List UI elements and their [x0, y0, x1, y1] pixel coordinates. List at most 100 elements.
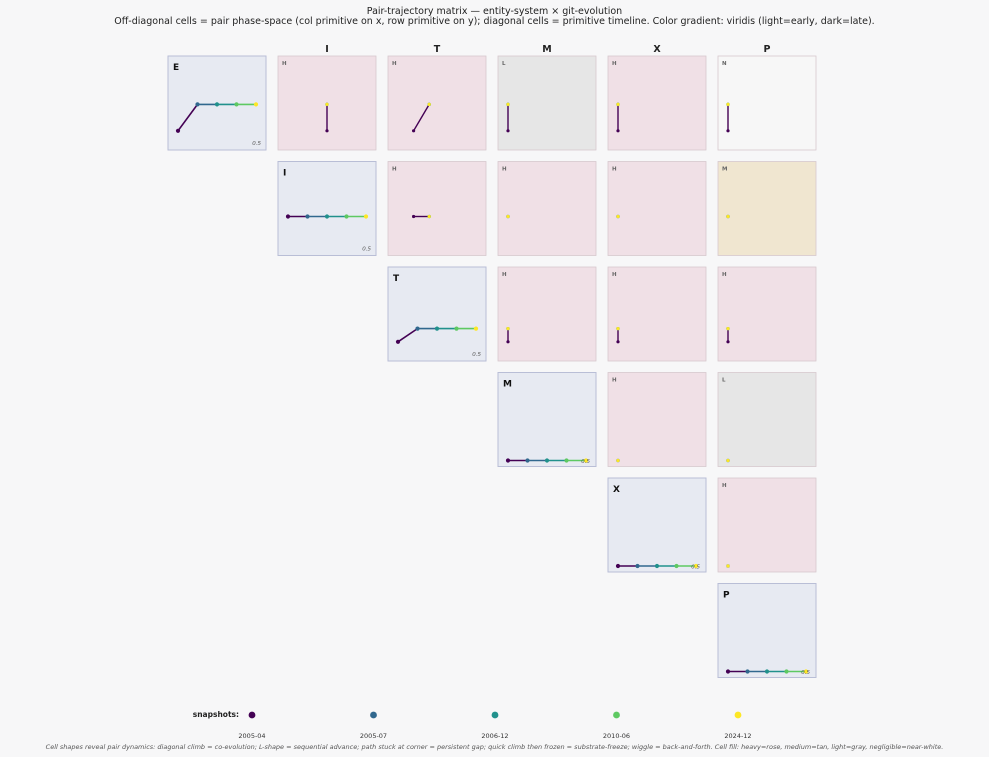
pair-weight-label: M — [722, 167, 727, 173]
diagonal-tick-label: 0.5 — [581, 459, 590, 465]
pair-cell-T-X[interactable] — [607, 266, 707, 362]
timeline-point-X — [674, 563, 679, 569]
diagonal-cell-M[interactable] — [497, 372, 597, 467]
pair-cell-I-X[interactable] — [607, 161, 707, 256]
legend-marker-2005-07 — [370, 711, 377, 719]
timeline-point-X — [654, 563, 660, 569]
pair-weight-label: H — [502, 272, 507, 278]
pair-trajectory-point — [412, 214, 416, 219]
legend-marker-2010-06 — [613, 711, 620, 719]
diagonal-label-I: I — [283, 169, 286, 179]
pair-trajectory-point — [616, 340, 620, 344]
diagonal-cell-I[interactable] — [277, 161, 377, 256]
diagonal-tick-label: 0.5 — [472, 352, 481, 358]
diagonal-label-M: M — [503, 380, 512, 390]
pair-trajectory-point — [726, 129, 730, 133]
pair-weight-label: H — [612, 272, 617, 278]
pair-cell-T-M[interactable] — [497, 266, 597, 362]
timeline-segment-T — [397, 327, 418, 343]
legend-marker-2006-12 — [491, 711, 499, 719]
timeline-point-I — [285, 214, 291, 219]
pair-weight-label: H — [722, 483, 727, 489]
pair-weight-label: H — [392, 61, 397, 67]
pair-weight-label: H — [722, 272, 727, 278]
timeline-point-I — [324, 214, 330, 219]
legend-snapshot-label: 2010-06 — [603, 732, 630, 740]
diagonal-cell-T[interactable] — [387, 266, 487, 362]
column-header-T: T — [434, 44, 441, 55]
timeline-point-P — [803, 669, 809, 674]
pair-trajectory-point — [616, 327, 620, 331]
pair-trajectory-point — [616, 458, 620, 463]
pair-cell-E-X[interactable] — [607, 55, 707, 151]
pair-weight-label: H — [612, 61, 617, 67]
timeline-point-M — [583, 458, 589, 463]
pair-weight-label: H — [282, 61, 287, 67]
pair-trajectory-point — [726, 458, 730, 463]
timeline-point-I — [363, 214, 369, 219]
timeline-point-I — [305, 214, 310, 219]
pair-cell-M-P[interactable] — [717, 372, 817, 467]
timeline-point-E — [253, 102, 259, 107]
legend-snapshot-label: 2006-12 — [481, 732, 508, 740]
column-header-X: X — [653, 44, 661, 55]
pair-cell-M-X[interactable] — [607, 372, 707, 467]
pair-trajectory-point — [726, 340, 730, 344]
diagonal-cell-X[interactable] — [607, 477, 707, 573]
timeline-point-E — [214, 102, 220, 107]
diagonal-tick-label: 0.5 — [252, 141, 261, 147]
diagonal-tick-label: 0.5 — [691, 565, 700, 571]
diagonal-label-T: T — [393, 274, 400, 284]
column-header-M: M — [542, 44, 551, 55]
chart-title: Pair-trajectory matrix — entity-system ×… — [366, 6, 623, 17]
timeline-point-I — [344, 214, 349, 219]
pair-weight-label: H — [612, 378, 617, 384]
legend-snapshot-label: 2024-12 — [724, 732, 751, 740]
timeline-point-P — [784, 669, 789, 674]
pair-trajectory-point — [726, 102, 730, 106]
timeline-point-E — [195, 102, 200, 107]
timeline-point-P — [764, 669, 770, 674]
pair-cell-E-P[interactable] — [717, 55, 817, 151]
pair-cell-I-P[interactable] — [717, 161, 817, 256]
pair-trajectory-point — [616, 102, 620, 106]
chart-subtitle: Off-diagonal cells = pair phase-space (c… — [114, 16, 875, 27]
timeline-point-E — [234, 102, 239, 107]
pair-trajectory-point — [427, 214, 431, 219]
diagonal-label-X: X — [613, 485, 620, 495]
pair-trajectory-point — [616, 129, 620, 133]
pair-trajectory-point — [412, 129, 416, 133]
timeline-segment-E — [177, 103, 199, 132]
pair-trajectory-point — [325, 129, 329, 133]
diagonal-cell-P[interactable] — [717, 583, 817, 678]
footnote: Cell shapes reveal pair dynamics: diagon… — [45, 743, 944, 751]
diagonal-tick-label: 0.5 — [801, 670, 810, 676]
pair-cell-I-M[interactable] — [497, 161, 597, 256]
pair-trajectory-point — [616, 214, 620, 219]
legend-marker-2005-04 — [248, 711, 256, 719]
timeline-point-M — [505, 458, 511, 463]
legend-label: snapshots: — [193, 710, 239, 719]
diagonal-label-P: P — [723, 591, 730, 601]
pair-trajectory-point — [726, 564, 730, 568]
pair-weight-label: H — [502, 167, 507, 173]
pair-trajectory-point — [726, 327, 730, 331]
pair-weight-label: L — [722, 378, 726, 384]
timeline-point-X — [693, 563, 699, 569]
pair-cell-X-P[interactable] — [717, 477, 817, 573]
pair-weight-label: N — [722, 61, 727, 67]
pair-cell-T-P[interactable] — [717, 266, 817, 362]
pair-trajectory-point — [506, 327, 510, 331]
pair-weight-label: H — [392, 167, 397, 173]
timeline-point-M — [544, 458, 550, 463]
pair-cell-E-M[interactable] — [497, 55, 597, 151]
pair-trajectory-segment — [412, 104, 430, 132]
pair-trajectory-point — [506, 102, 510, 106]
timeline-point-T — [473, 326, 479, 331]
pair-weight-label: L — [502, 61, 506, 67]
column-header-I: I — [325, 44, 329, 55]
pair-cell-I-T[interactable] — [387, 161, 487, 256]
timeline-point-E — [175, 128, 181, 133]
pair-cell-E-T[interactable] — [387, 55, 487, 151]
diagonal-tick-label: 0.5 — [362, 247, 371, 253]
